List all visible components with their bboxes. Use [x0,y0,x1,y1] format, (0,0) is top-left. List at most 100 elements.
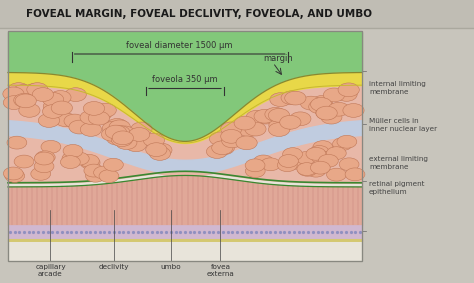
Ellipse shape [14,155,34,168]
Ellipse shape [313,151,333,164]
Ellipse shape [63,144,83,157]
Ellipse shape [109,120,130,134]
Ellipse shape [273,117,294,131]
Ellipse shape [310,161,330,174]
Ellipse shape [21,86,42,100]
Ellipse shape [125,138,146,152]
Ellipse shape [333,138,352,151]
Ellipse shape [283,148,302,160]
Ellipse shape [8,83,29,97]
Text: internal limiting
membrane: internal limiting membrane [369,81,426,95]
Ellipse shape [31,167,51,180]
Ellipse shape [32,88,54,102]
Ellipse shape [38,113,60,127]
Ellipse shape [102,121,124,135]
Ellipse shape [328,102,349,116]
Ellipse shape [69,152,89,165]
Ellipse shape [116,136,137,149]
Ellipse shape [279,155,299,168]
Ellipse shape [131,122,152,136]
Ellipse shape [143,133,164,147]
Ellipse shape [321,110,342,124]
Ellipse shape [285,156,305,169]
Ellipse shape [213,141,235,155]
Ellipse shape [338,83,359,97]
Ellipse shape [51,101,73,115]
Ellipse shape [254,155,273,168]
Bar [0,0,474,28]
Ellipse shape [265,107,286,121]
Ellipse shape [285,91,306,105]
Ellipse shape [99,170,119,183]
Ellipse shape [42,93,64,106]
Ellipse shape [319,154,338,167]
Ellipse shape [207,145,228,158]
Ellipse shape [128,128,150,141]
Ellipse shape [212,141,233,155]
Ellipse shape [311,151,331,164]
Text: margin: margin [263,54,292,63]
Ellipse shape [316,106,337,120]
Ellipse shape [43,104,64,118]
Text: capillary
arcade: capillary arcade [35,264,66,277]
Ellipse shape [146,143,167,156]
Ellipse shape [15,94,36,108]
Ellipse shape [277,159,297,171]
Ellipse shape [236,136,257,150]
Ellipse shape [280,115,301,129]
Ellipse shape [111,133,132,147]
Ellipse shape [69,120,90,134]
Text: Müller cells in
inner nuclear layer: Müller cells in inner nuclear layer [369,118,437,132]
Ellipse shape [343,104,364,117]
Ellipse shape [297,163,317,175]
Ellipse shape [27,83,48,97]
Bar [8,31,362,261]
Ellipse shape [88,111,109,125]
Ellipse shape [5,170,25,182]
Ellipse shape [101,127,123,141]
Ellipse shape [3,96,25,110]
Ellipse shape [3,167,23,180]
Ellipse shape [114,126,135,140]
Ellipse shape [83,102,105,115]
Ellipse shape [80,123,101,136]
Ellipse shape [327,147,346,160]
Ellipse shape [85,169,105,182]
Ellipse shape [296,152,316,164]
Ellipse shape [254,109,275,123]
Text: external limiting
membrane: external limiting membrane [369,156,428,170]
Ellipse shape [95,103,116,117]
Ellipse shape [234,116,255,130]
Ellipse shape [270,93,291,106]
Text: foveal diameter 1500 μm: foveal diameter 1500 μm [127,41,233,50]
Ellipse shape [65,88,86,102]
Ellipse shape [210,132,231,146]
Ellipse shape [310,98,332,111]
Text: fovea
externa: fovea externa [207,264,234,277]
Ellipse shape [221,129,242,143]
Ellipse shape [306,147,326,160]
Ellipse shape [246,110,267,124]
Ellipse shape [64,114,85,128]
Ellipse shape [345,168,365,181]
Ellipse shape [36,151,55,164]
Ellipse shape [246,165,265,177]
Text: retinal pigment
epithelium: retinal pigment epithelium [369,181,425,195]
Ellipse shape [14,93,35,107]
Ellipse shape [327,168,346,181]
Ellipse shape [62,152,82,165]
Ellipse shape [91,107,112,121]
Ellipse shape [109,125,130,139]
Ellipse shape [298,163,318,176]
Ellipse shape [94,166,113,179]
Ellipse shape [290,112,311,126]
Ellipse shape [125,134,146,147]
Ellipse shape [112,131,134,145]
Ellipse shape [261,158,281,171]
Ellipse shape [107,131,128,145]
Ellipse shape [281,91,302,105]
Ellipse shape [269,118,290,132]
Ellipse shape [60,156,80,168]
Ellipse shape [80,156,100,169]
Ellipse shape [105,125,127,139]
